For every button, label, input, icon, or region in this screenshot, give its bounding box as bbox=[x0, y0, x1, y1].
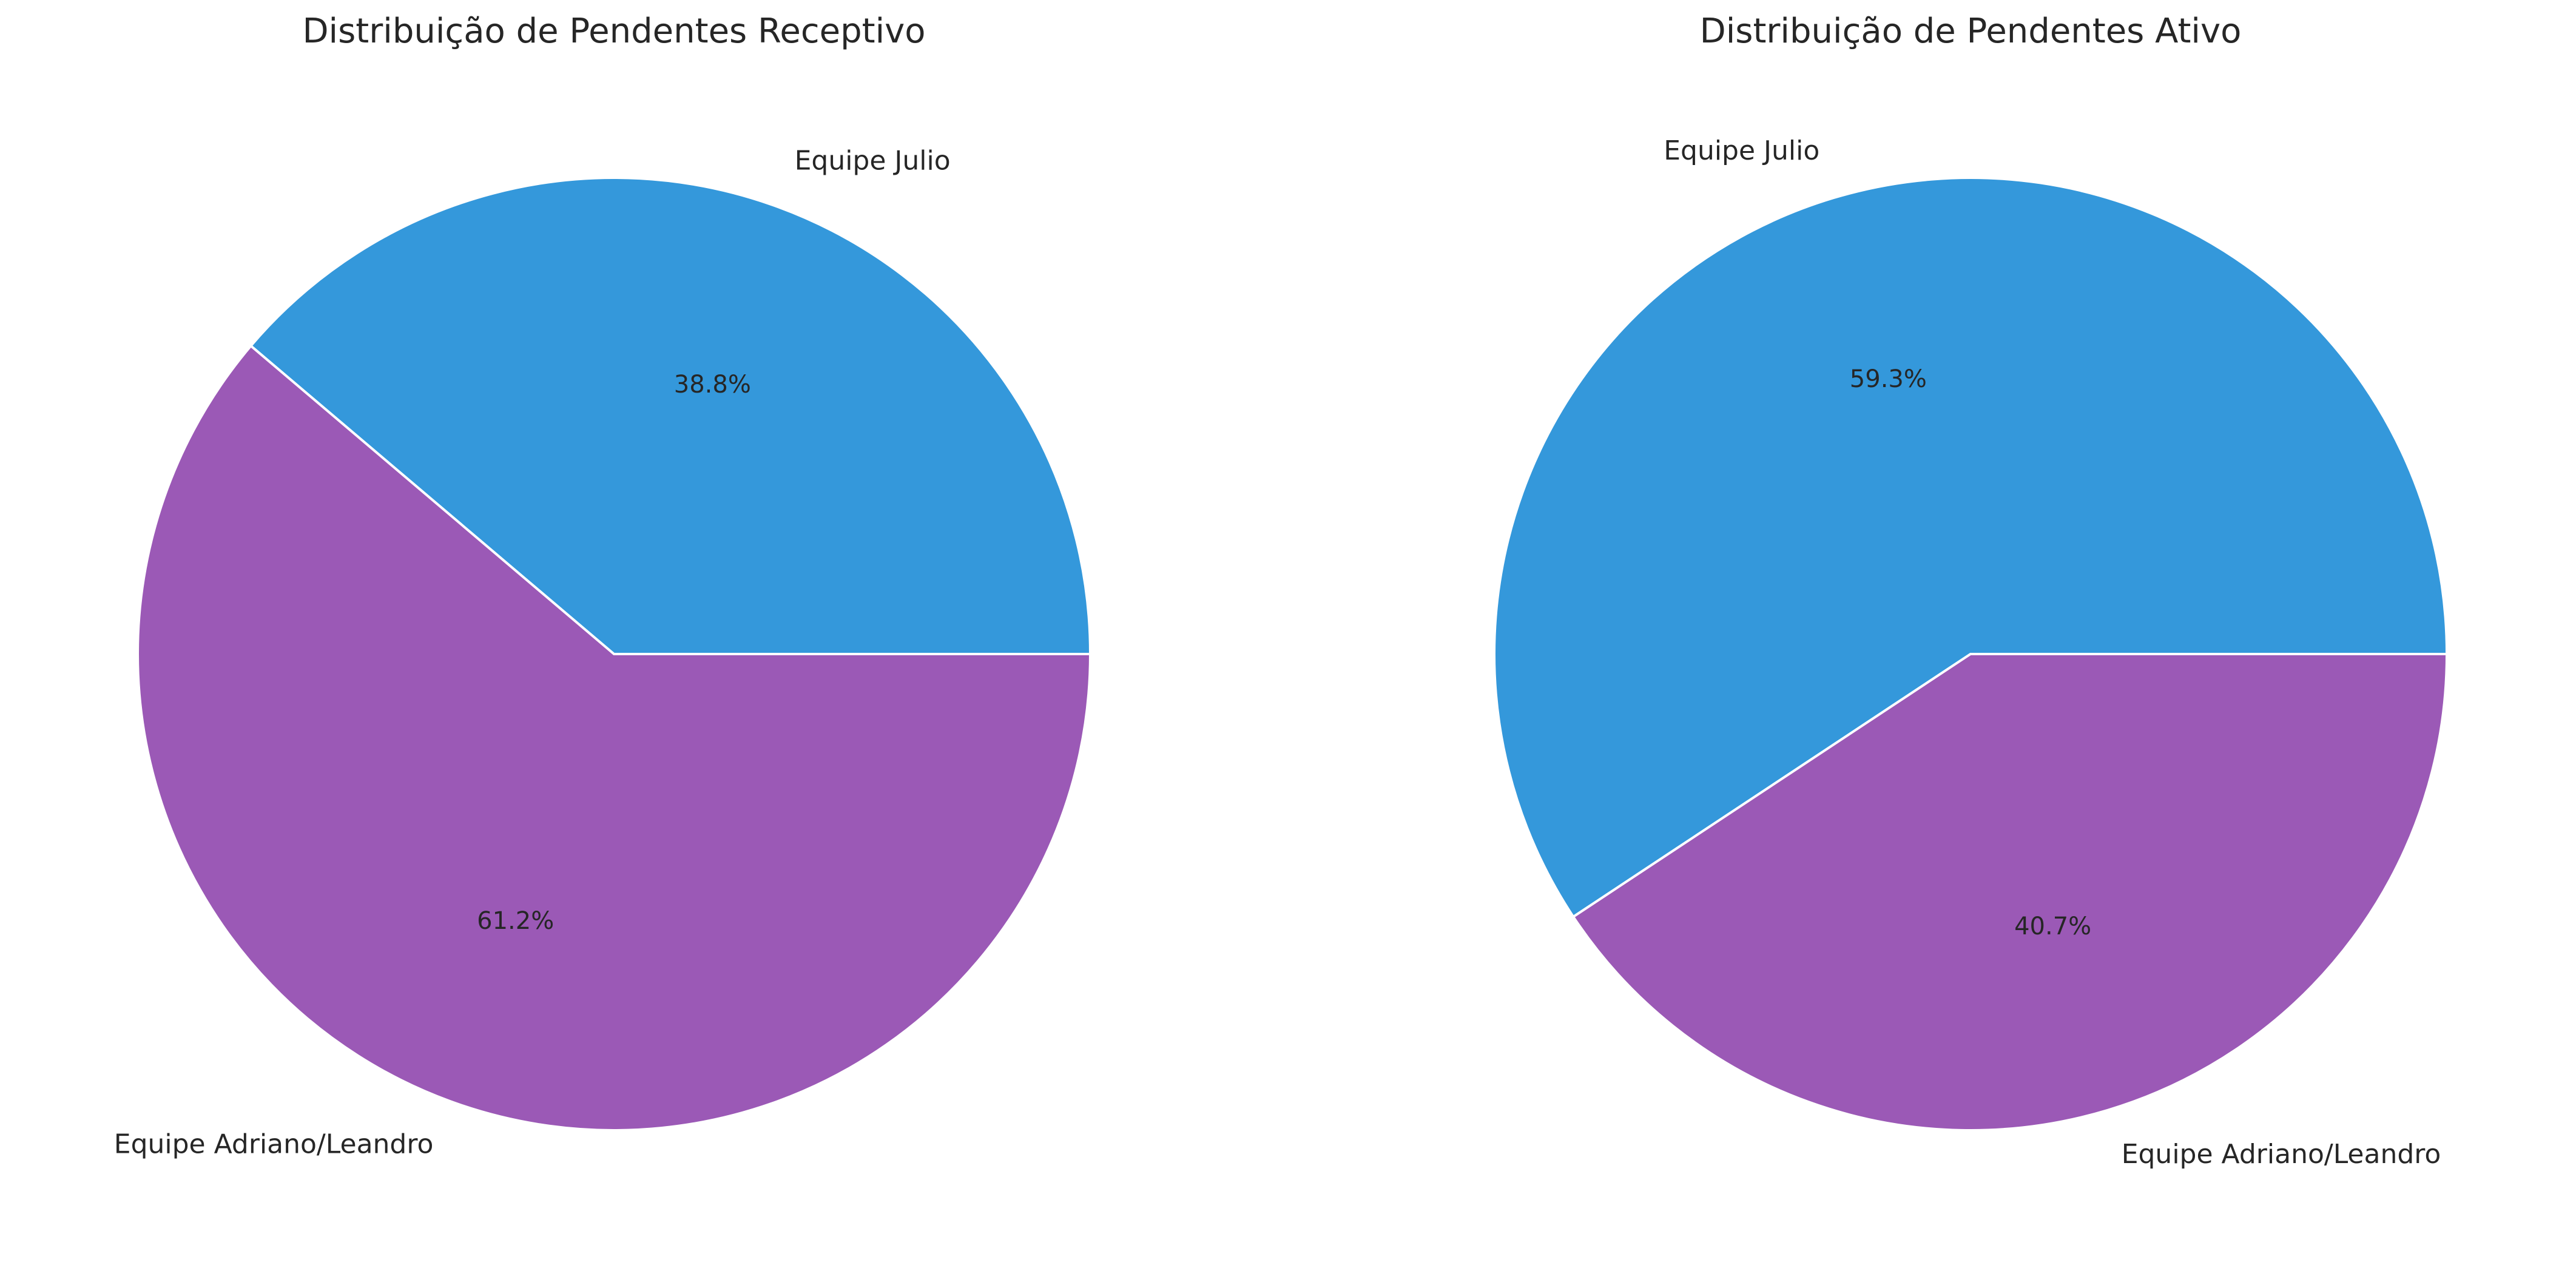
pie-labels: 59.3% Equipe Julio 40.7% Equipe Adriano/Lea… bbox=[1664, 135, 2441, 1170]
pie-slice bbox=[1493, 177, 2449, 919]
pie-category-label: Equipe Adriano/Leandro bbox=[114, 1129, 434, 1160]
pie-percent-label: 61.2% bbox=[477, 907, 554, 935]
pie-slice bbox=[249, 177, 1092, 655]
pie-chart-receptivo: Distribuição de Pendentes Receptivo 38.8… bbox=[114, 12, 1092, 1160]
pie-slice bbox=[137, 344, 1092, 1132]
pie-category-label: Equipe Julio bbox=[1664, 135, 1819, 166]
pie-percent-label: 59.3% bbox=[1850, 365, 1927, 393]
pie-labels: 38.8% Equipe Julio 61.2% Equipe Adriano/Lea… bbox=[114, 145, 951, 1159]
pie-category-label: Equipe Julio bbox=[795, 145, 951, 176]
pie-chart-ativo: Distribuição de Pendentes Ativo 59.3% Equ… bbox=[1493, 12, 2449, 1170]
pie-percent-label: 38.8% bbox=[674, 371, 751, 399]
pie-category-label: Equipe Adriano/Leandro bbox=[2122, 1139, 2441, 1170]
chart-title: Distribuição de Pendentes Ativo bbox=[1700, 12, 2242, 51]
pie-slices bbox=[1493, 177, 2449, 1132]
pie-slice bbox=[1571, 653, 2449, 1132]
pie-slices bbox=[137, 177, 1092, 1132]
pie-percent-label: 40.7% bbox=[2014, 912, 2091, 940]
chart-title: Distribuição de Pendentes Receptivo bbox=[302, 12, 925, 51]
